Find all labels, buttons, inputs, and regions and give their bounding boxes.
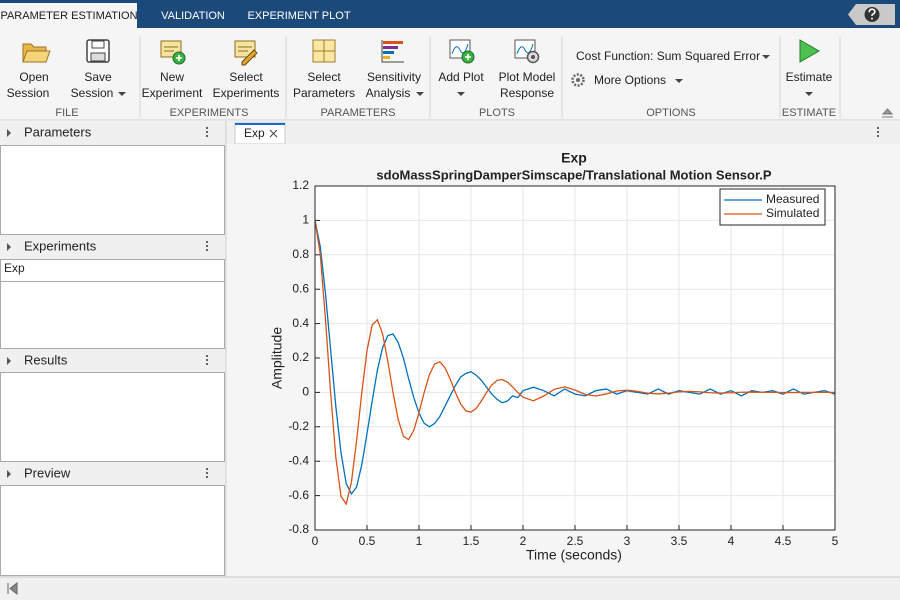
open-session-button[interactable]: Open Session — [7, 43, 51, 100]
section-title[interactable]: Experiments — [24, 238, 97, 253]
button-label[interactable]: Session — [71, 86, 114, 100]
new-experiment-button[interactable]: New Experiment — [142, 40, 203, 100]
x-tick-label: 1.5 — [463, 534, 480, 548]
button-label[interactable]: Select — [229, 70, 263, 84]
group-label: FILE — [55, 107, 78, 119]
x-tick-label: 1 — [416, 534, 423, 548]
x-tick-label: 2.5 — [567, 534, 584, 548]
document-tab[interactable]: Exp — [234, 122, 286, 145]
experiments-section: Experiments Exp — [0, 238, 225, 349]
y-tick-label: 0.6 — [292, 281, 309, 295]
estimate-button[interactable]: Estimate — [786, 39, 833, 96]
plot-model-response-button[interactable]: Plot Model Response — [499, 39, 556, 100]
collapse-panel[interactable] — [7, 581, 18, 596]
document-menu[interactable] — [876, 126, 880, 138]
save-session-button[interactable]: Save Session — [71, 39, 126, 100]
y-tick-label: -0.4 — [288, 453, 309, 467]
section-title[interactable]: Preview — [24, 465, 71, 480]
button-label[interactable]: Response — [500, 86, 554, 100]
y-tick-label: 1 — [302, 213, 309, 227]
group-separators — [139, 36, 841, 118]
legend-label: Measured — [766, 192, 819, 206]
select-parameters-button[interactable]: Select Parameters — [293, 39, 355, 100]
y-tick-label: -0.2 — [288, 419, 309, 433]
y-tick-label: -0.6 — [288, 488, 309, 502]
more-options-dropdown[interactable]: More Options — [571, 73, 684, 87]
cost-function-dropdown[interactable]: Cost Function: Sum Squared Error — [576, 49, 770, 63]
select-experiments-button[interactable]: Select Experiments — [213, 40, 280, 100]
button-label[interactable]: Plot Model — [499, 70, 556, 84]
button-label[interactable]: Experiments — [213, 86, 280, 100]
button-label[interactable]: New — [160, 70, 184, 84]
button-label[interactable]: Parameters — [293, 86, 355, 100]
data-line — [314, 220, 836, 496]
chart-title: Exp — [561, 150, 587, 166]
group-label: OPTIONS — [646, 107, 696, 119]
x-tick-label: 2 — [520, 534, 527, 548]
y-tick-label: -0.8 — [288, 522, 309, 536]
preview-section: Preview — [0, 465, 225, 576]
x-tick-label: 4.5 — [775, 534, 792, 548]
axes-box — [314, 185, 836, 531]
legend-label: Simulated — [766, 206, 819, 220]
results-section: Results — [0, 352, 225, 462]
y-tick-label: 0.2 — [292, 350, 309, 364]
chart: Exp sdoMassSpringDamperSimscape/Translat… — [269, 150, 839, 563]
y-tick-label: 0.4 — [292, 316, 309, 330]
y-tick-label: 0.8 — [292, 247, 309, 261]
experiment-item[interactable]: Exp — [4, 261, 25, 275]
status-bar — [0, 577, 900, 600]
button-label[interactable]: Analysis — [366, 86, 411, 100]
tab[interactable]: EXPERIMENT PLOT — [247, 10, 350, 22]
help-button[interactable] — [848, 4, 895, 25]
y-tick-label: 0 — [302, 385, 309, 399]
x-tick-label: 5 — [832, 534, 839, 548]
parameters-section: Parameters — [0, 124, 225, 235]
section-title[interactable]: Results — [24, 352, 68, 367]
button-label[interactable]: Save — [84, 70, 112, 84]
add-plot-button[interactable]: Add Plot — [438, 39, 484, 96]
button-label[interactable]: Open — [19, 70, 48, 84]
y-tick-label: 1.2 — [292, 178, 309, 192]
y-axis-label: Amplitude — [269, 327, 285, 389]
x-tick-label: 0.5 — [359, 534, 376, 548]
x-tick-label: 3.5 — [671, 534, 688, 548]
collapse-toolstrip[interactable] — [881, 108, 894, 118]
tab-bar — [0, 0, 900, 28]
tab[interactable]: VALIDATION — [161, 10, 225, 22]
tab[interactable]: PARAMETER ESTIMATION — [0, 10, 137, 22]
button-label[interactable]: Add Plot — [438, 70, 484, 84]
dropdown-label[interactable]: More Options — [594, 73, 666, 87]
document-tab-strip — [227, 121, 900, 144]
active-tab[interactable] — [0, 3, 137, 28]
x-tick-label: 4 — [728, 534, 735, 548]
dropdown-label[interactable]: Cost Function: Sum Squared Error — [576, 49, 760, 63]
group-label: EXPERIMENTS — [170, 107, 249, 119]
group-label: ESTIMATE — [782, 107, 836, 119]
data-line — [314, 220, 835, 506]
group-label: PLOTS — [479, 107, 515, 119]
sensitivity-analysis-button[interactable]: Sensitivity Analysis — [366, 40, 424, 100]
chart-subtitle: sdoMassSpringDamperSimscape/Translationa… — [376, 167, 771, 182]
group-label: PARAMETERS — [321, 107, 396, 119]
x-tick-label: 0 — [312, 534, 319, 548]
button-label[interactable]: Select — [307, 70, 341, 84]
x-axis-label: Time (seconds) — [526, 547, 622, 563]
section-title[interactable]: Parameters — [24, 124, 92, 139]
button-label[interactable]: Sensitivity — [367, 70, 421, 84]
x-tick-label: 3 — [624, 534, 631, 548]
document-tab-label[interactable]: Exp — [244, 126, 265, 140]
button-label[interactable]: Estimate — [786, 70, 833, 84]
legend-box — [719, 188, 826, 226]
button-label[interactable]: Session — [7, 86, 50, 100]
button-label[interactable]: Experiment — [142, 86, 203, 100]
